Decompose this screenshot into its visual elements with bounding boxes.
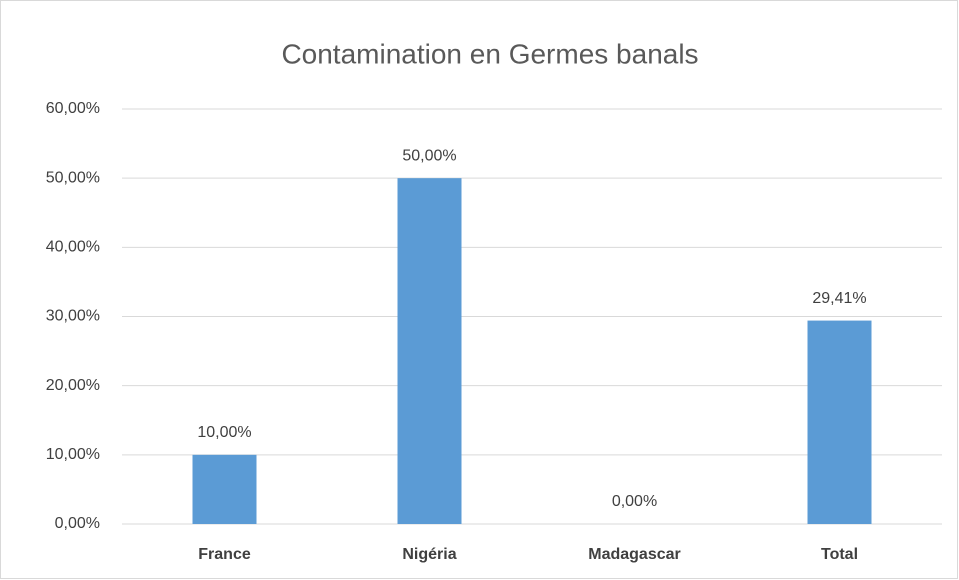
bar — [807, 320, 872, 524]
y-tick-label: 20,00% — [46, 377, 100, 394]
y-tick-label: 0,00% — [55, 515, 100, 532]
bar — [192, 454, 257, 524]
data-label: 29,41% — [812, 290, 866, 307]
y-tick-label: 40,00% — [46, 239, 100, 256]
x-tick-label: France — [198, 546, 251, 563]
x-tick-label: Nigéria — [402, 546, 456, 563]
y-tick-label: 60,00% — [46, 100, 100, 117]
bar — [397, 178, 462, 524]
chart-title: Contamination en Germes banals — [281, 38, 698, 69]
y-tick-label: 30,00% — [46, 308, 100, 325]
x-tick-label: Madagascar — [588, 546, 681, 563]
y-tick-label: 50,00% — [46, 169, 100, 186]
y-tick-label: 10,00% — [46, 446, 100, 463]
data-label: 50,00% — [402, 147, 456, 164]
data-label: 0,00% — [612, 493, 657, 510]
x-tick-label: Total — [821, 546, 858, 563]
data-label: 10,00% — [197, 424, 251, 441]
